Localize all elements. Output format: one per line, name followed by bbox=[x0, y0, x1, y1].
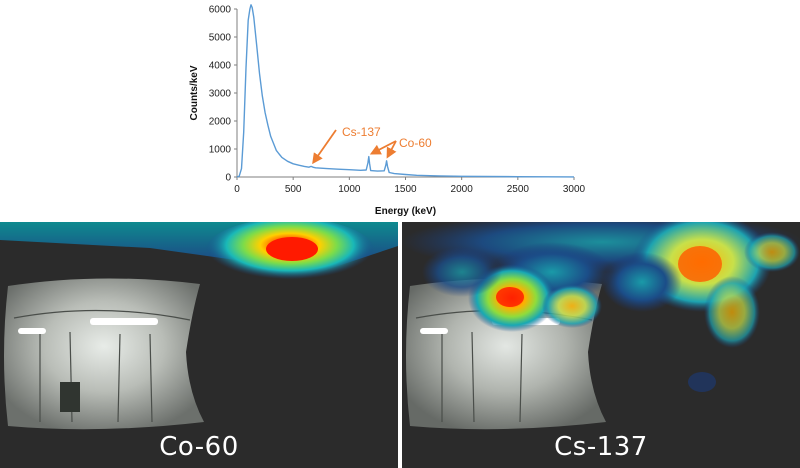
co60-overlay-image bbox=[0, 222, 398, 430]
y-axis-title: Counts/keV bbox=[189, 65, 200, 120]
spectrum-line bbox=[236, 4, 575, 178]
chart-axes: 0 500 1000 1500 2000 2500 3000 0 1000 2000 3000 400… bbox=[189, 5, 586, 218]
cs137-annotation-label: Cs-137 bbox=[342, 125, 381, 139]
co60-arrow-1332 bbox=[386, 140, 397, 159]
x-axis-title: Energy (keV) bbox=[375, 206, 436, 217]
cs137-overlay-image bbox=[402, 222, 800, 430]
co60-annotation-label: Co-60 bbox=[399, 136, 432, 150]
chart-series bbox=[236, 4, 575, 178]
y-tick-label: 2000 bbox=[209, 117, 232, 128]
co60-arrow-1173 bbox=[369, 140, 397, 155]
x-tick-label: 1000 bbox=[338, 184, 361, 195]
co60-gamma-image-panel: Co-60 bbox=[0, 222, 398, 468]
y-tick-label: 0 bbox=[225, 173, 231, 184]
cs137-arrow bbox=[312, 129, 337, 165]
y-tick-label: 3000 bbox=[209, 89, 232, 100]
x-tick-label: 2000 bbox=[451, 184, 474, 195]
x-tick-label: 500 bbox=[285, 184, 302, 195]
x-tick-label: 0 bbox=[234, 184, 240, 195]
y-tick-label: 1000 bbox=[209, 145, 232, 156]
y-tick-label: 4000 bbox=[209, 61, 232, 72]
x-tick-label: 1500 bbox=[394, 184, 417, 195]
cs137-gamma-image-panel: Cs-137 bbox=[402, 222, 800, 468]
spectrum-chart: 0 500 1000 1500 2000 2500 3000 0 1000 2000 3000 400… bbox=[0, 0, 800, 220]
y-tick-label: 6000 bbox=[209, 5, 232, 16]
co60-caption: Co-60 bbox=[159, 432, 239, 462]
y-tick-label: 5000 bbox=[209, 33, 232, 44]
chart-annotations: Cs-137 Co-60 bbox=[312, 125, 432, 165]
x-tick-label: 3000 bbox=[563, 184, 586, 195]
x-tick-label: 2500 bbox=[507, 184, 530, 195]
cs137-caption: Cs-137 bbox=[554, 432, 648, 462]
spectrum-chart-svg: 0 500 1000 1500 2000 2500 3000 0 1000 2000 3000 400… bbox=[189, 4, 586, 218]
